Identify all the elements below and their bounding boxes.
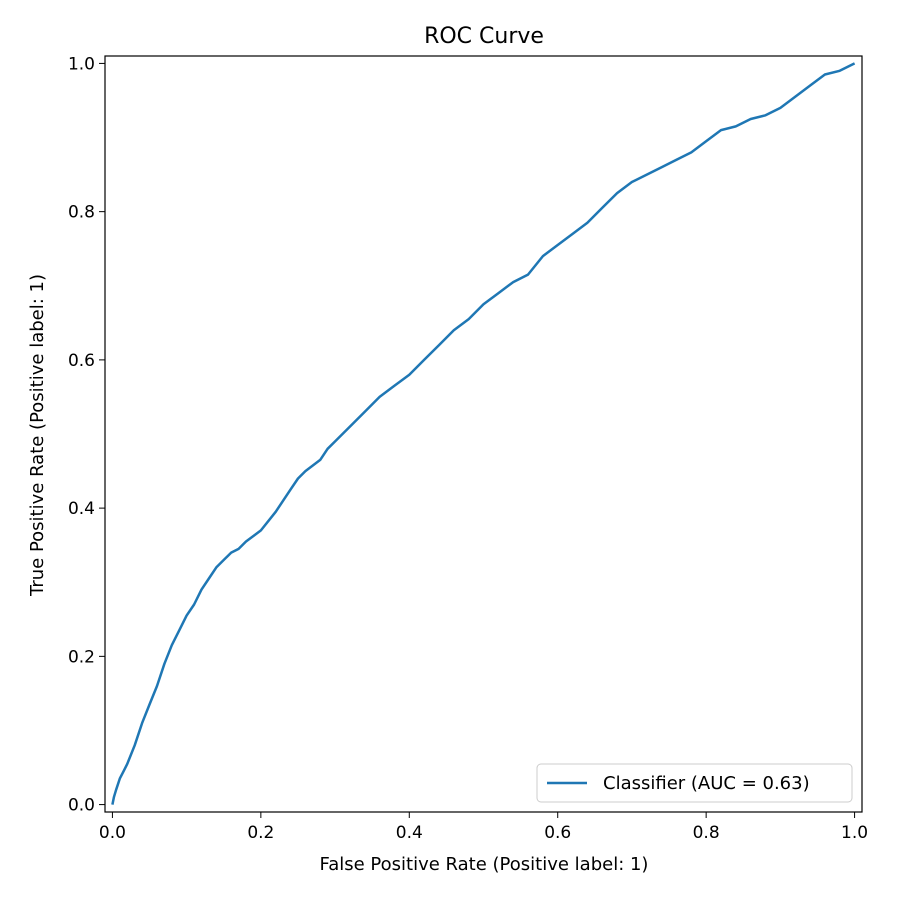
x-tick-label: 0.6 (544, 823, 571, 843)
y-axis-label: True Positive Rate (Positive label: 1) (27, 274, 48, 597)
x-tick-label: 0.8 (693, 823, 720, 843)
y-tick-label: 0.2 (68, 647, 95, 667)
roc-curve-line (111, 62, 856, 805)
y-tick-label: 0.8 (68, 203, 95, 223)
y-tick-label: 1.0 (68, 54, 95, 74)
x-tick-label: 1.0 (841, 823, 868, 843)
legend-entry: Classifier (AUC = 0.63) (603, 773, 810, 794)
y-tick-label: 0.4 (68, 499, 95, 519)
chart-title: ROC Curve (424, 24, 544, 49)
y-tick-label: 0.0 (68, 796, 95, 816)
y-axis-ticks: 0.0 0.2 0.4 0.6 0.8 1.0 (68, 54, 105, 816)
plot-frame (104, 55, 863, 813)
x-tick-label: 0.4 (396, 823, 423, 843)
x-tick-label: 0.0 (99, 823, 126, 843)
legend-box (536, 763, 853, 803)
legend: Classifier (AUC = 0.63) (536, 763, 853, 803)
x-tick-label: 0.2 (247, 823, 274, 843)
y-tick-label: 0.6 (68, 351, 95, 371)
plot-area (104, 55, 863, 813)
x-axis-ticks: 0.0 0.2 0.4 0.6 0.8 1.0 (99, 812, 868, 843)
x-axis-label: False Positive Rate (Positive label: 1) (320, 854, 649, 875)
